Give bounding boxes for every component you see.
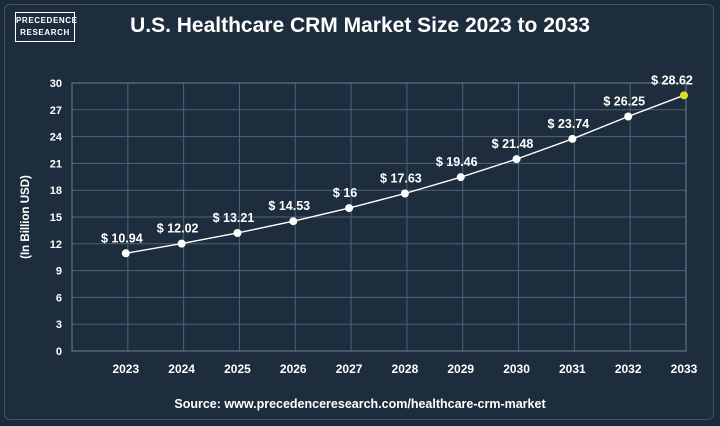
y-tick-label: 15 (50, 212, 62, 224)
data-point (233, 228, 242, 237)
data-label: $ 16 (333, 186, 357, 200)
y-tick-label: 18 (50, 185, 62, 197)
data-label: $ 14.53 (268, 199, 310, 213)
data-label: $ 19.46 (436, 155, 478, 169)
data-label: $ 13.21 (213, 211, 255, 225)
logo-line-1: PRECEDENCE (16, 16, 78, 25)
x-tick-label: 2029 (447, 362, 474, 376)
y-tick-label: 30 (50, 78, 62, 90)
y-tick-label: 27 (50, 105, 62, 117)
x-tick-label: 2031 (559, 362, 586, 376)
y-axis-label: (In Billion USD) (20, 175, 32, 259)
chart-title: U.S. Healthcare CRM Market Size 2023 to … (130, 14, 590, 37)
data-point (289, 217, 298, 226)
x-tick-label: 2025 (224, 362, 251, 376)
logo-line-2: RESEARCH (20, 28, 70, 37)
data-point (456, 173, 465, 182)
y-tick-label: 9 (56, 266, 62, 278)
data-point (512, 155, 521, 164)
data-point (624, 112, 633, 121)
data-point (121, 249, 130, 258)
brand-logo: PRECEDENCE RESEARCH (15, 12, 78, 42)
x-tick-label: 2028 (392, 362, 419, 376)
x-tick-label: 2032 (615, 362, 642, 376)
x-tick-label: 2026 (280, 362, 307, 376)
data-label: $ 23.74 (548, 117, 590, 131)
data-label: $ 21.48 (492, 137, 534, 151)
x-tick-label: 2027 (336, 362, 363, 376)
data-label: $ 12.02 (157, 222, 199, 236)
data-label: $ 17.63 (380, 172, 422, 186)
data-label: $ 28.62 (651, 73, 693, 87)
y-tick-label: 21 (50, 158, 62, 170)
data-point (177, 239, 186, 248)
y-tick-label: 24 (50, 132, 63, 144)
data-label: $ 26.25 (603, 95, 645, 109)
y-tick-label: 0 (56, 346, 62, 358)
x-tick-label: 2030 (503, 362, 530, 376)
data-point (400, 189, 409, 198)
plot-area-border (71, 82, 687, 352)
x-tick-label: 2024 (168, 362, 195, 376)
data-point (345, 204, 354, 213)
source-note: Source: www.precedenceresearch.com/healt… (174, 397, 546, 411)
y-tick-label: 12 (50, 239, 62, 251)
y-tick-label: 3 (56, 319, 62, 331)
data-label: $ 10.94 (101, 231, 143, 245)
x-tick-label: 2023 (112, 362, 139, 376)
data-point (568, 134, 577, 143)
x-tick-label: 2033 (671, 362, 698, 376)
data-point (680, 91, 688, 100)
y-tick-label: 6 (56, 292, 62, 304)
